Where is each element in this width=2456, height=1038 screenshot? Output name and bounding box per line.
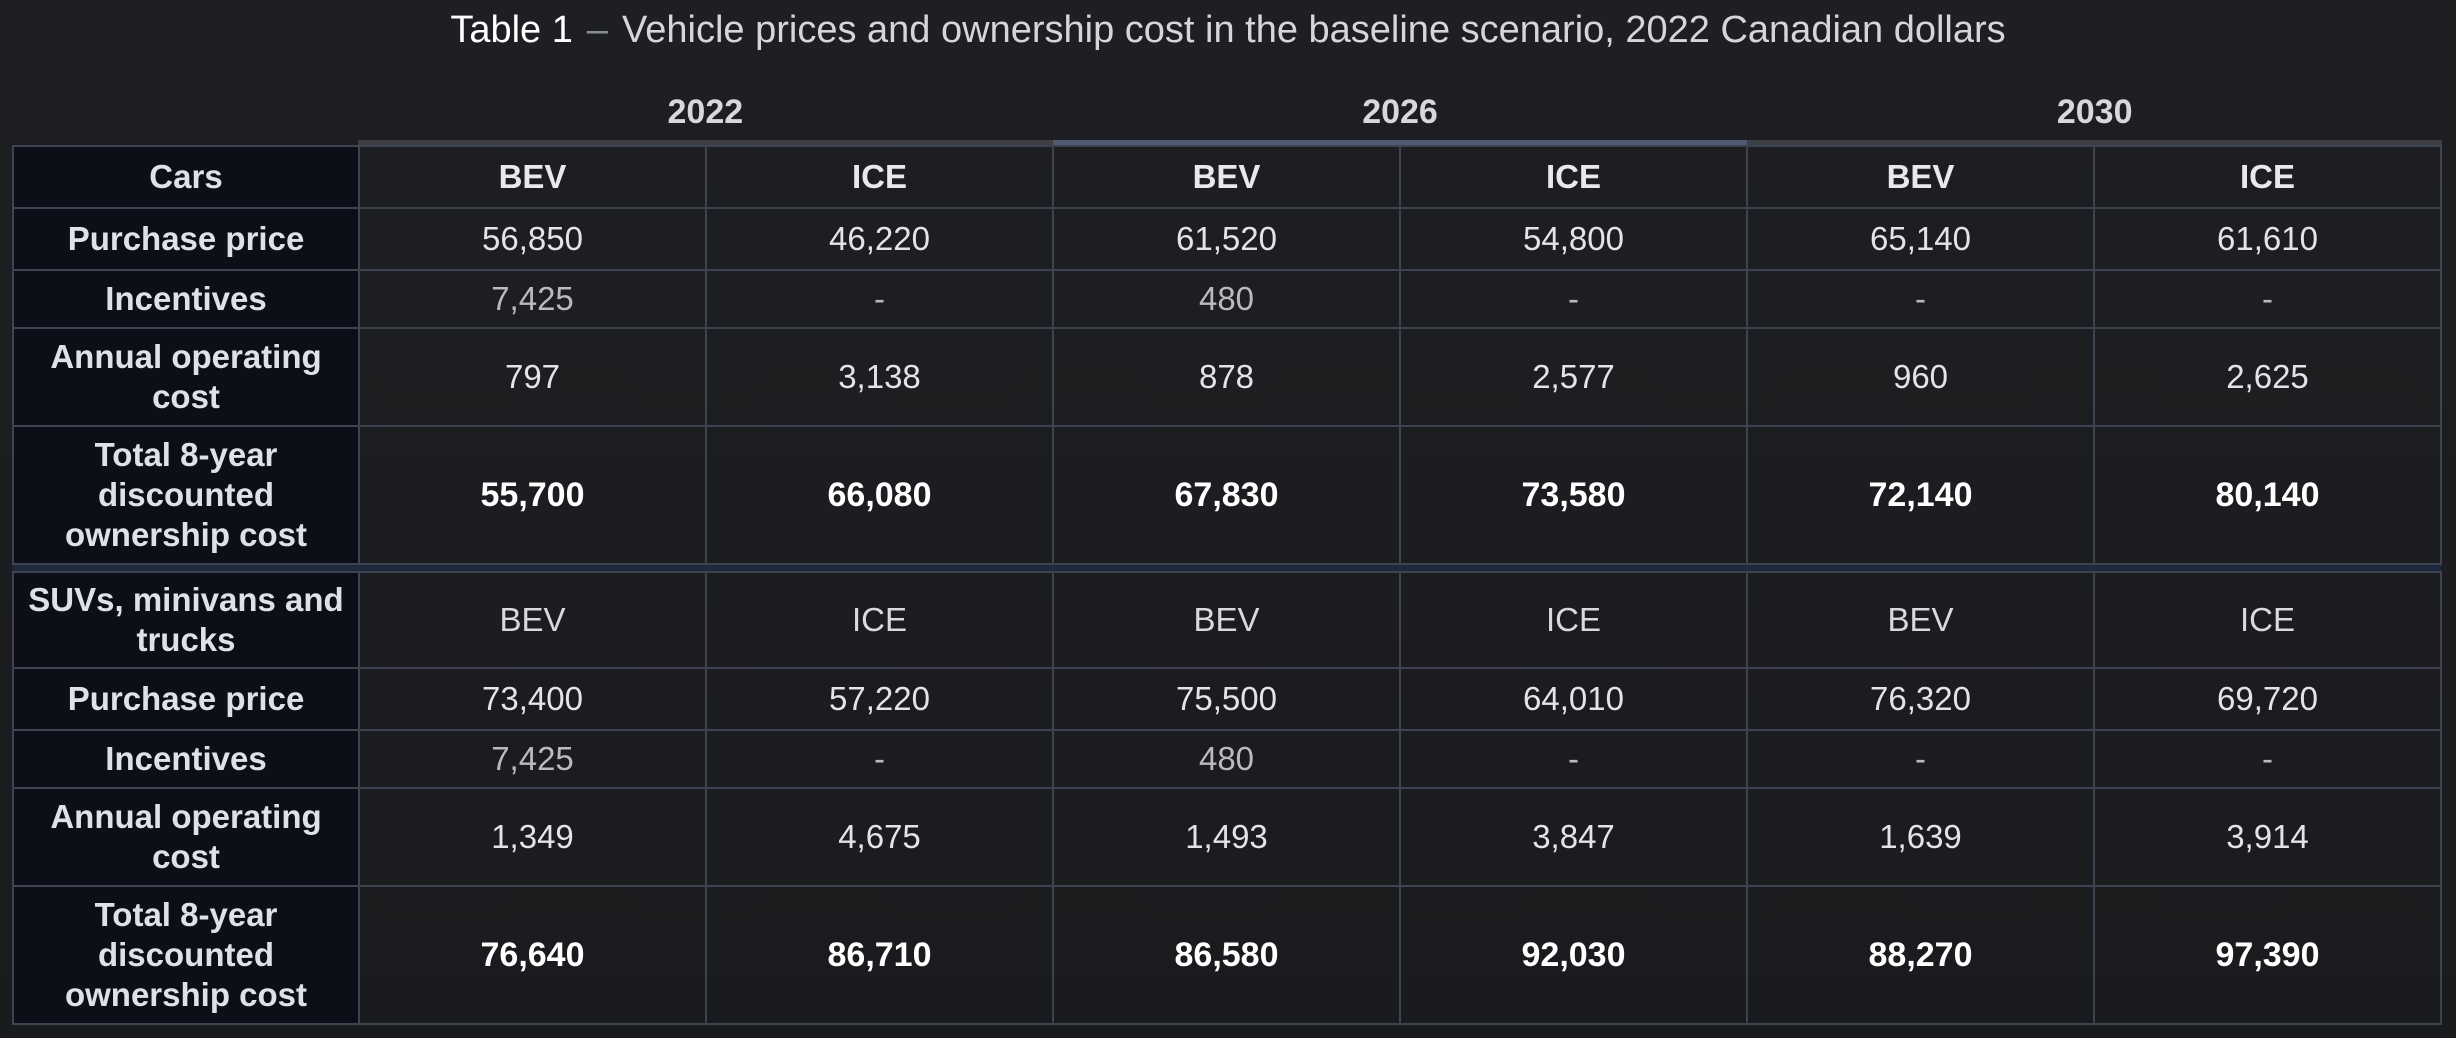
table-cell: 67,830 bbox=[1052, 425, 1401, 565]
suvs-type-ice-2022: ICE bbox=[705, 571, 1054, 669]
year-header-2022: 2022 bbox=[358, 86, 1053, 146]
table-cell: 73,580 bbox=[1399, 425, 1748, 565]
table-cell: 75,500 bbox=[1052, 667, 1401, 731]
table-cell: 480 bbox=[1052, 729, 1401, 789]
table-cell: 86,710 bbox=[705, 885, 1054, 1025]
table-cell: 61,610 bbox=[2093, 207, 2442, 271]
table-cell: 57,220 bbox=[705, 667, 1054, 731]
suvs-header-row: SUVs, minivans and trucks BEV ICE BEV IC… bbox=[12, 571, 2442, 669]
table-cell: - bbox=[1399, 729, 1748, 789]
table-cell: 878 bbox=[1052, 327, 1401, 427]
suvs-type-ice-2030: ICE bbox=[2093, 571, 2442, 669]
table-cell: 76,640 bbox=[358, 885, 707, 1025]
row-label-total-ownership-cost: Total 8-year discounted ownership cost bbox=[12, 425, 360, 565]
cars-type-ice-2022: ICE bbox=[705, 145, 1054, 209]
table-cell: 80,140 bbox=[2093, 425, 2442, 565]
row-label-incentives: Incentives bbox=[12, 729, 360, 789]
table-cell: 54,800 bbox=[1399, 207, 1748, 271]
table-cell: 61,520 bbox=[1052, 207, 1401, 271]
cars-type-bev-2030: BEV bbox=[1746, 145, 2095, 209]
table-cell: 7,425 bbox=[358, 269, 707, 329]
table-cell: 7,425 bbox=[358, 729, 707, 789]
section-divider bbox=[13, 563, 2441, 573]
table-cell: 56,850 bbox=[358, 207, 707, 271]
table-cell: 3,914 bbox=[2093, 787, 2442, 887]
row-label-annual-operating-cost: Annual operating cost bbox=[12, 787, 360, 887]
suvs-section-label: SUVs, minivans and trucks bbox=[12, 571, 360, 669]
cars-section-label: Cars bbox=[12, 145, 360, 209]
row-label-purchase-price: Purchase price bbox=[12, 667, 360, 731]
table-cell: - bbox=[1399, 269, 1748, 329]
year-header-2030: 2030 bbox=[1747, 86, 2443, 146]
suvs-type-bev-2030: BEV bbox=[1746, 571, 2095, 669]
cost-table: Cars BEV ICE BEV ICE BEV ICE Purchase pr… bbox=[12, 145, 2442, 1025]
table-cell: 3,138 bbox=[705, 327, 1054, 427]
table-cell: - bbox=[1746, 729, 2095, 789]
table-cell: 66,080 bbox=[705, 425, 1054, 565]
suvs-type-bev-2022: BEV bbox=[358, 571, 707, 669]
cars-type-bev-2022: BEV bbox=[358, 145, 707, 209]
table-row: Annual operating cost 1,349 4,675 1,493 … bbox=[12, 787, 2442, 887]
table-cell: 88,270 bbox=[1746, 885, 2095, 1025]
table-cell: 46,220 bbox=[705, 207, 1054, 271]
table-cell: 480 bbox=[1052, 269, 1401, 329]
table-cell: 72,140 bbox=[1746, 425, 2095, 565]
suvs-type-bev-2026: BEV bbox=[1052, 571, 1401, 669]
table-cell: 1,349 bbox=[358, 787, 707, 887]
table-row: Incentives 7,425 - 480 - - - bbox=[12, 269, 2442, 329]
table-title: Table 1 – Vehicle prices and ownership c… bbox=[0, 2, 2456, 58]
title-dash: – bbox=[586, 8, 609, 51]
table-cell: 2,577 bbox=[1399, 327, 1748, 427]
table-cell: 3,847 bbox=[1399, 787, 1748, 887]
table-row: Total 8-year discounted ownership cost 7… bbox=[12, 885, 2442, 1025]
cars-type-ice-2026: ICE bbox=[1399, 145, 1748, 209]
table-cell: 2,625 bbox=[2093, 327, 2442, 427]
table-row: Purchase price 56,850 46,220 61,520 54,8… bbox=[12, 207, 2442, 271]
table-cell: 1,639 bbox=[1746, 787, 2095, 887]
table-number: Table 1 bbox=[450, 8, 573, 51]
year-header-2026: 2026 bbox=[1052, 86, 1748, 146]
table-cell: 960 bbox=[1746, 327, 2095, 427]
table-cell: 97,390 bbox=[2093, 885, 2442, 1025]
table-cell: 92,030 bbox=[1399, 885, 1748, 1025]
row-label-annual-operating-cost: Annual operating cost bbox=[12, 327, 360, 427]
year-header-row: 2022 2026 2030 bbox=[358, 86, 2443, 146]
table-row: Incentives 7,425 - 480 - - - bbox=[12, 729, 2442, 789]
table-cell: - bbox=[705, 269, 1054, 329]
cars-header-row: Cars BEV ICE BEV ICE BEV ICE bbox=[12, 145, 2442, 209]
table-cell: - bbox=[1746, 269, 2095, 329]
table-cell: - bbox=[2093, 269, 2442, 329]
table-cell: 86,580 bbox=[1052, 885, 1401, 1025]
suvs-type-ice-2026: ICE bbox=[1399, 571, 1748, 669]
row-label-total-ownership-cost: Total 8-year discounted ownership cost bbox=[12, 885, 360, 1025]
table-cell: 4,675 bbox=[705, 787, 1054, 887]
row-label-incentives: Incentives bbox=[12, 269, 360, 329]
table-row: Total 8-year discounted ownership cost 5… bbox=[12, 425, 2442, 565]
table-cell: 1,493 bbox=[1052, 787, 1401, 887]
table-row: Purchase price 73,400 57,220 75,500 64,0… bbox=[12, 667, 2442, 731]
cars-type-ice-2030: ICE bbox=[2093, 145, 2442, 209]
table-caption: Vehicle prices and ownership cost in the… bbox=[622, 8, 2006, 51]
table-cell: - bbox=[2093, 729, 2442, 789]
table-cell: 55,700 bbox=[358, 425, 707, 565]
table-cell: 797 bbox=[358, 327, 707, 427]
table-cell: 76,320 bbox=[1746, 667, 2095, 731]
table-cell: 69,720 bbox=[2093, 667, 2442, 731]
table-cell: 65,140 bbox=[1746, 207, 2095, 271]
table-cell: - bbox=[705, 729, 1054, 789]
table-cell: 73,400 bbox=[358, 667, 707, 731]
table-row: Annual operating cost 797 3,138 878 2,57… bbox=[12, 327, 2442, 427]
row-label-purchase-price: Purchase price bbox=[12, 207, 360, 271]
table-cell: 64,010 bbox=[1399, 667, 1748, 731]
cars-type-bev-2026: BEV bbox=[1052, 145, 1401, 209]
